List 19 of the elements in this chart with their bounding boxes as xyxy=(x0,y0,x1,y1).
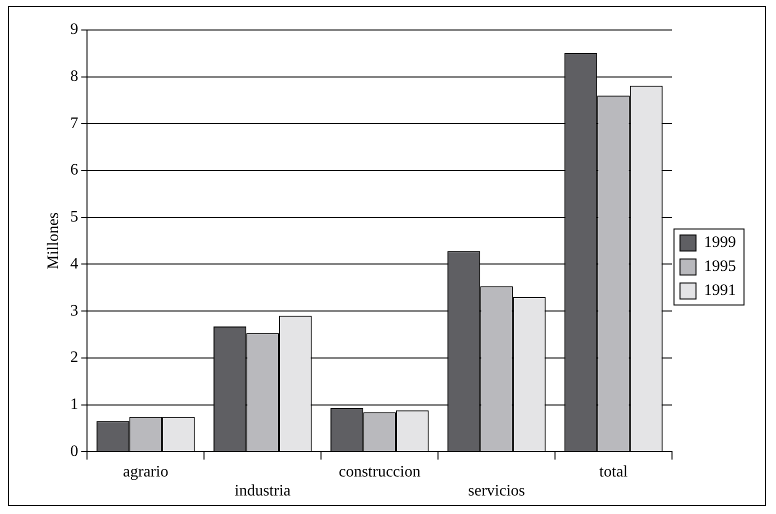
x-tick-label: industria xyxy=(234,482,291,500)
y-tick-label: 6 xyxy=(70,162,78,179)
x-tick-label: servicios xyxy=(468,482,525,500)
legend-label: 1999 xyxy=(704,234,736,252)
y-tick-label: 0 xyxy=(70,442,78,460)
y-tick-label: 9 xyxy=(70,21,78,38)
y-tick-label: 3 xyxy=(70,302,78,320)
y-tick-label: 2 xyxy=(70,349,78,366)
y-axis-title: Millones xyxy=(44,212,62,270)
y-tick-label: 8 xyxy=(70,68,78,86)
x-tick-label: total xyxy=(599,463,628,480)
y-tick-label: 7 xyxy=(70,114,78,132)
legend-label: 1995 xyxy=(704,258,736,276)
y-tick-label: 1 xyxy=(70,396,78,413)
y-tick-label: 5 xyxy=(70,208,78,226)
x-tick-label: agrario xyxy=(123,463,168,480)
legend-label: 1991 xyxy=(704,282,736,300)
y-tick-label: 4 xyxy=(70,255,78,272)
x-tick-label: construccion xyxy=(338,463,420,480)
